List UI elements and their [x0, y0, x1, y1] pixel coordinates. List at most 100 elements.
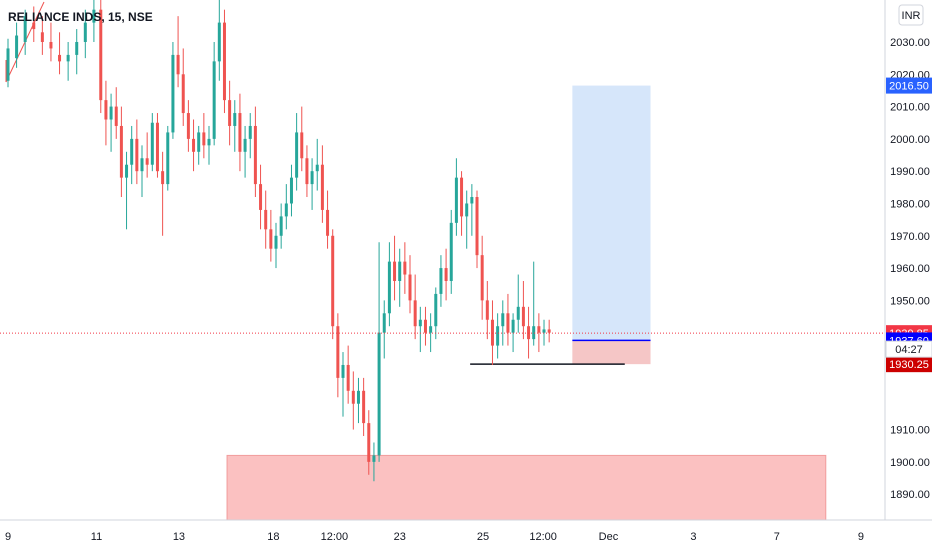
candle-body — [295, 132, 299, 178]
candle-body — [192, 138, 196, 152]
candle-body — [186, 113, 190, 139]
price-tag-label: 2016.50 — [889, 81, 929, 93]
candle-body — [501, 313, 505, 327]
candle-body — [475, 197, 479, 256]
candle-body — [243, 138, 247, 152]
candle-body — [23, 16, 27, 42]
candle-body — [58, 54, 62, 62]
candle-body — [532, 326, 536, 340]
price-tick-label: 2010.00 — [890, 102, 930, 114]
candle-body — [176, 54, 180, 75]
time-tick-label: 7 — [774, 531, 780, 543]
candle-body — [382, 313, 386, 333]
candle-body — [259, 184, 263, 210]
candle-body — [403, 261, 407, 275]
candle-body — [367, 423, 371, 462]
candle-body — [480, 255, 484, 301]
candle-body — [75, 41, 79, 55]
candle-body — [423, 319, 427, 333]
candle-body — [460, 177, 464, 217]
candle-body — [238, 113, 242, 152]
candle-body — [516, 306, 520, 320]
candle-body — [197, 132, 201, 152]
candle-body — [40, 32, 44, 42]
candle-body — [511, 319, 515, 333]
target-zone — [572, 85, 651, 341]
time-tick-label: 18 — [267, 531, 279, 543]
time-axis: 9 11 13 18 12:00 23 25 12:00 Dec 3 7 9 — [5, 531, 864, 543]
candle-body — [547, 329, 551, 333]
candle-body — [99, 9, 103, 101]
candle-body — [289, 177, 293, 204]
candle-body — [150, 122, 154, 165]
candle-body — [521, 306, 525, 327]
time-tick-label: 12:00 — [529, 531, 557, 543]
time-axis-bg[interactable] — [0, 520, 885, 550]
candle-body — [233, 113, 237, 126]
lines-layer — [5, 1, 651, 365]
candle-body — [408, 274, 412, 301]
candle-body — [222, 22, 226, 101]
candle-body — [181, 74, 185, 114]
candle-body — [429, 326, 433, 333]
candle-body — [253, 125, 257, 185]
candle-body — [145, 158, 149, 165]
price-tag-label: 1930.25 — [889, 359, 929, 371]
candle-body — [15, 35, 19, 59]
candle-body — [449, 222, 453, 281]
candle-body — [356, 390, 360, 404]
time-tick-label: 12:00 — [321, 531, 349, 543]
chart-title: RELIANCE INDS, 15, NSE — [8, 10, 153, 24]
price-tick-label: 1910.00 — [890, 425, 930, 437]
candle-body — [470, 197, 474, 204]
candle-body — [326, 209, 330, 236]
candle-body — [305, 158, 309, 185]
candle-body — [310, 171, 314, 185]
price-tick-label: 2000.00 — [890, 134, 930, 146]
candle-body — [202, 132, 206, 146]
candle-body — [398, 261, 402, 281]
candle-body — [341, 364, 345, 378]
candle-body — [228, 100, 232, 126]
candle-body — [346, 364, 350, 391]
candle-body — [444, 268, 448, 281]
stop-zone — [572, 340, 651, 365]
candle-body — [377, 332, 381, 456]
candle-body — [166, 132, 170, 185]
candle-body — [434, 293, 438, 327]
price-axis: 1890.001900.001910.001920.001950.001960.… — [890, 37, 930, 501]
candle-body — [284, 203, 288, 217]
candle-body — [6, 48, 10, 81]
candle-body — [315, 164, 319, 172]
time-tick-label: 25 — [477, 531, 489, 543]
candle-body — [125, 164, 129, 178]
candle-body — [465, 203, 469, 217]
candle-body — [320, 164, 324, 210]
candle-body — [274, 235, 278, 249]
candle-body — [542, 329, 546, 333]
currency-badge[interactable]: INR — [898, 4, 924, 26]
price-tick-label: 1950.00 — [890, 295, 930, 307]
candle-body — [217, 22, 221, 62]
candle-body — [161, 171, 165, 185]
time-tick-label: 9 — [858, 531, 864, 543]
candle-body — [485, 300, 489, 320]
candle-body — [269, 229, 273, 249]
price-tick-label: 1900.00 — [890, 457, 930, 469]
zones-layer — [226, 85, 827, 521]
countdown-tag-label: 04:27 — [895, 344, 923, 356]
candle-body — [83, 22, 87, 42]
candle-body — [49, 41, 53, 49]
candle-body — [331, 235, 335, 327]
candle-body — [32, 22, 36, 30]
candle-body — [439, 268, 443, 294]
candle-body — [92, 9, 96, 23]
candle-body — [279, 216, 283, 236]
currency-label: INR — [902, 10, 921, 22]
time-tick-label: Dec — [599, 531, 619, 543]
candle-body — [66, 54, 70, 62]
candle-body — [130, 138, 134, 165]
price-tick-label: 1890.00 — [890, 489, 930, 501]
